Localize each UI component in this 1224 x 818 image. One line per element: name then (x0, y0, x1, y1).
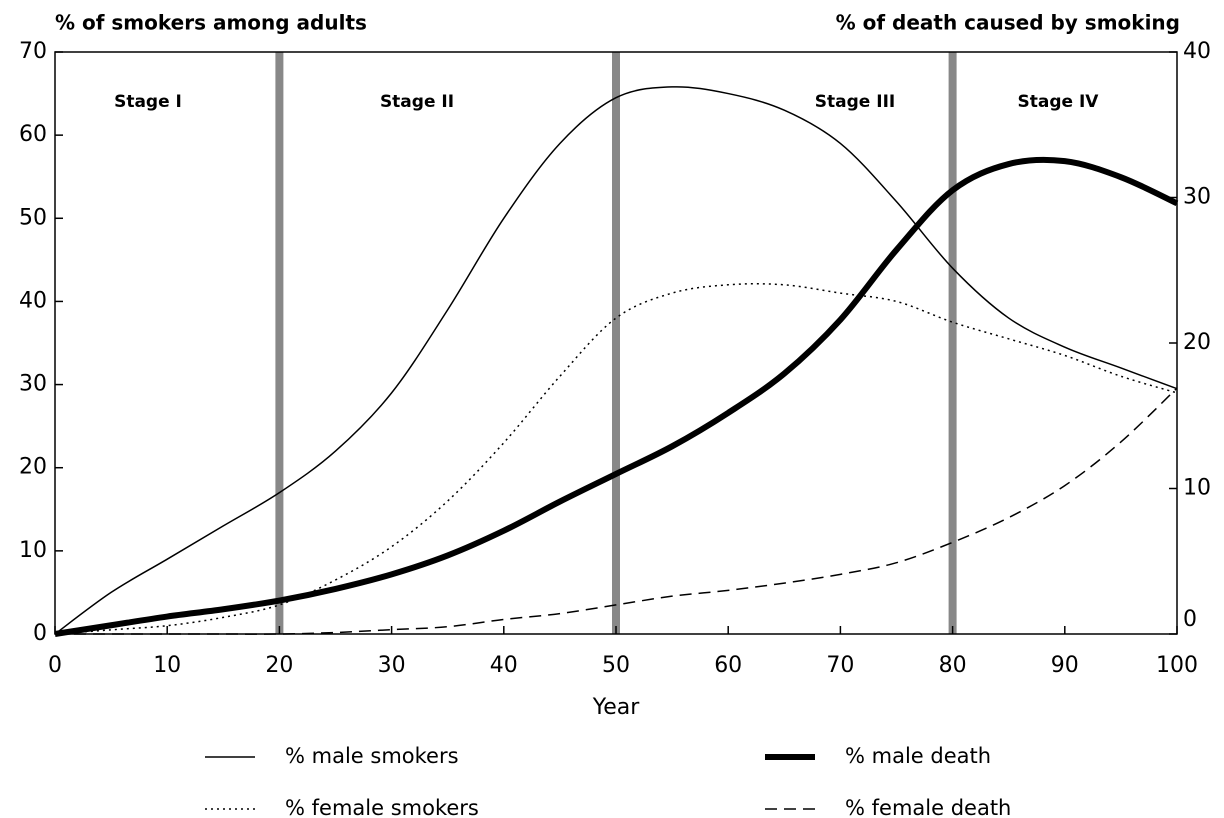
y2-tick-label: 40 (1183, 39, 1211, 64)
y-axis-label: % of smokers among adults (55, 11, 367, 35)
x-tick-label: 50 (602, 653, 630, 678)
y2-tick-label: 10 (1183, 476, 1211, 501)
x-tick-label: 30 (378, 653, 406, 678)
y2-tick-label: 20 (1183, 330, 1211, 355)
y-tick-label: 60 (19, 122, 47, 147)
x-tick-label: 90 (1051, 653, 1079, 678)
x-tick-label: 70 (826, 653, 854, 678)
legend-label: % male smokers (285, 744, 459, 768)
stage-label: Stage III (815, 92, 895, 112)
y-tick-label: 0 (33, 621, 47, 646)
x-tick-label: 60 (714, 653, 742, 678)
legend-label: % female death (845, 796, 1011, 818)
series-line (54, 156, 1179, 637)
y-tick-label: 30 (19, 372, 47, 397)
x-tick-label: 40 (490, 653, 518, 678)
x-tick-label: 100 (1156, 653, 1198, 678)
y2-tick-label: 30 (1183, 185, 1211, 210)
x-tick-label: 80 (939, 653, 967, 678)
y-tick-label: 50 (19, 205, 47, 230)
series-line (54, 86, 1178, 635)
x-axis-label: Year (592, 695, 641, 720)
stage-label: Stage IV (1018, 92, 1100, 112)
y2-tick-label: 0 (1183, 607, 1197, 632)
legend-label: % female smokers (285, 796, 479, 818)
y2-axis-label: % of death caused by smoking (836, 11, 1180, 35)
y-tick-label: 70 (19, 39, 47, 64)
stage-label: Stage II (380, 92, 454, 112)
legend-label: % male death (845, 744, 991, 768)
x-tick-label: 20 (265, 653, 293, 678)
x-tick-label: 10 (153, 653, 181, 678)
y-tick-label: 20 (19, 455, 47, 480)
stage-label: Stage I (114, 92, 182, 112)
y-tick-label: 40 (19, 288, 47, 313)
y-tick-label: 10 (19, 538, 47, 563)
x-tick-label: 0 (48, 653, 62, 678)
